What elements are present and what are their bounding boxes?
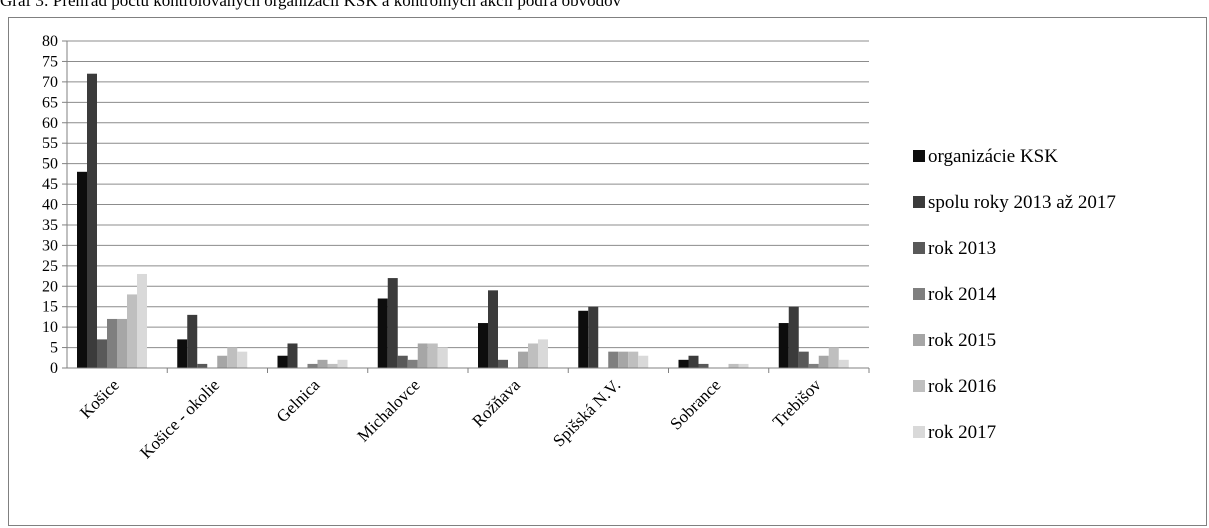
bar	[237, 351, 248, 368]
bar	[337, 359, 348, 368]
bar	[287, 343, 298, 368]
legend-label: spolu roky 2013 až 2017	[928, 192, 1116, 213]
bar	[227, 347, 238, 368]
legend-swatch	[913, 426, 925, 438]
bar	[127, 294, 137, 368]
chart-caption: Graf 3: Prehľad počtu kontrolovaných org…	[0, 0, 622, 10]
bar	[437, 347, 448, 368]
bar	[808, 363, 819, 368]
legend-label: rok 2016	[928, 376, 996, 397]
y-tick-label: 20	[42, 278, 58, 295]
bar	[798, 351, 809, 368]
y-tick-label: 65	[42, 94, 58, 111]
bar	[387, 278, 398, 368]
x-tick-labels: Košice Košice - okolie Gelnica Michalovce Ro…	[76, 375, 825, 462]
bar	[518, 351, 528, 368]
y-tick-label: 0	[50, 360, 58, 377]
bar	[578, 310, 589, 368]
bar	[87, 73, 97, 368]
y-tick-label: 75	[42, 53, 58, 70]
legend-label: organizácie KSK	[928, 146, 1058, 167]
bar	[488, 290, 498, 368]
y-tick-label: 45	[42, 176, 58, 193]
bar	[498, 359, 508, 368]
bar	[818, 355, 829, 368]
y-tick-label: 15	[42, 299, 58, 316]
legend-swatch	[913, 288, 925, 300]
bar	[327, 363, 338, 368]
y-tick-label: 30	[42, 237, 58, 254]
y-tick-label: 35	[42, 217, 58, 234]
bar	[177, 339, 188, 368]
gridlines	[67, 40, 869, 349]
bar	[107, 318, 117, 368]
bar	[137, 273, 147, 368]
bar	[608, 351, 619, 368]
bar	[688, 355, 699, 368]
legend-label: rok 2015	[928, 330, 996, 351]
legend-label: rok 2014	[928, 284, 997, 305]
bar	[397, 355, 408, 368]
y-tick-label: 60	[42, 115, 58, 132]
bar	[307, 363, 318, 368]
x-tick-label: Rožňava	[468, 375, 524, 431]
bar	[778, 323, 789, 368]
legend-swatch	[913, 196, 925, 208]
y-tick-label: 55	[42, 135, 58, 152]
bar	[407, 359, 418, 368]
x-tick-label: Košice - okolie	[136, 375, 223, 462]
bar	[538, 339, 548, 368]
legend-swatch	[913, 334, 925, 346]
y-tick-label: 70	[42, 74, 58, 91]
bar	[317, 359, 328, 368]
axes	[62, 40, 870, 373]
y-tick-label: 80	[42, 33, 58, 50]
legend-swatch	[913, 242, 925, 254]
bar	[828, 347, 839, 368]
bar	[97, 339, 107, 368]
bar	[197, 363, 208, 368]
bar	[738, 363, 749, 368]
bar	[417, 343, 428, 368]
bar	[117, 318, 127, 368]
bar	[217, 355, 228, 368]
bar	[838, 359, 849, 368]
bar	[187, 314, 198, 368]
x-tick-label: Spišská N.V.	[549, 375, 624, 450]
bar	[618, 351, 629, 368]
bar	[588, 306, 599, 368]
x-tick-label: Gelnica	[273, 375, 324, 426]
bar	[277, 355, 288, 368]
y-tick-label: 5	[50, 340, 58, 357]
bar	[478, 323, 488, 368]
bar	[377, 298, 388, 368]
bar	[628, 351, 639, 368]
legend-label: rok 2013	[928, 238, 996, 259]
bar	[678, 359, 689, 368]
bar	[427, 343, 438, 368]
legend-label: rok 2017	[928, 422, 996, 443]
chart-frame	[8, 17, 1207, 526]
bar	[638, 355, 649, 368]
bars	[77, 73, 849, 368]
y-tick-label: 10	[42, 319, 58, 336]
bar	[528, 343, 538, 368]
x-tick-label: Sobrance	[666, 375, 724, 433]
x-tick-label: Michalovce	[354, 375, 424, 445]
legend-swatch	[913, 380, 925, 392]
y-tick-label: 40	[42, 197, 58, 214]
bar	[698, 363, 709, 368]
legend: organizácie KSK spolu roky 2013 až 2017 ro…	[913, 146, 1116, 443]
bar	[788, 306, 799, 368]
legend-swatch	[913, 150, 925, 162]
y-tick-labels: 0 5 10 15 20 25 30 35 40 45 50 55 60 65 70 75 80	[42, 33, 58, 377]
bar	[77, 171, 87, 368]
bar	[728, 363, 739, 368]
x-tick-label: Trebišov	[769, 375, 825, 431]
y-tick-label: 50	[42, 156, 58, 173]
x-tick-label: Košice	[76, 375, 123, 422]
y-tick-label: 25	[42, 258, 58, 275]
